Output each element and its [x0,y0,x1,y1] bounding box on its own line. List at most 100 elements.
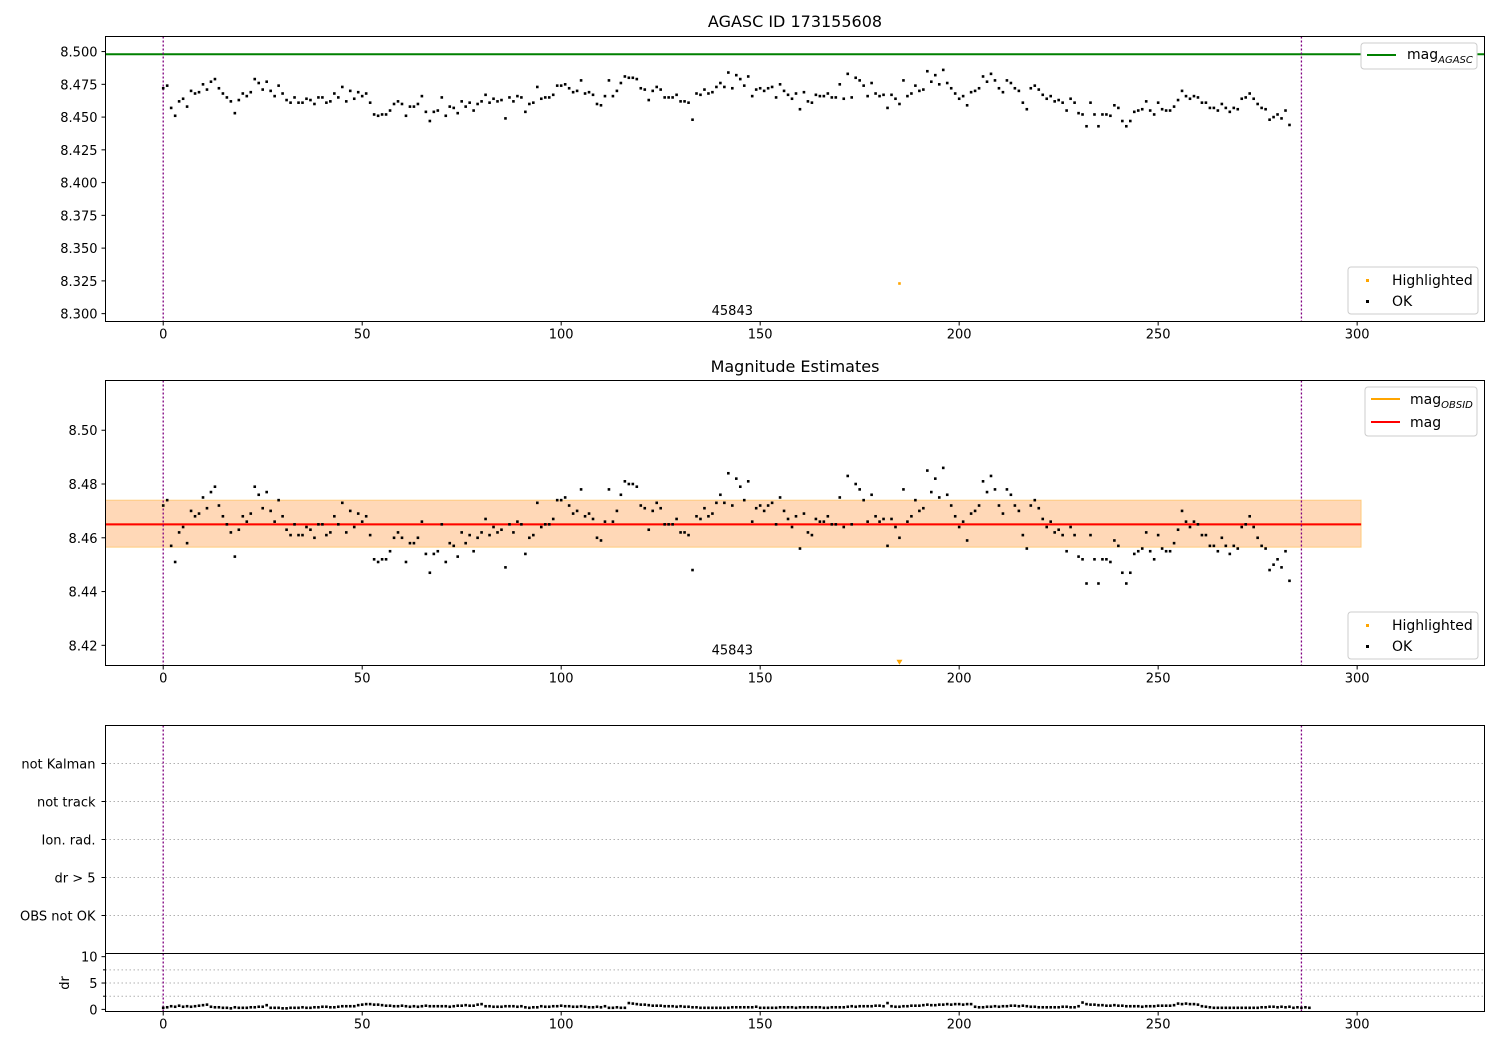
ok-point [826,514,830,518]
dr-point [484,1004,487,1008]
ok-point [337,96,340,99]
ok-point [627,482,631,486]
ok-point [169,544,173,548]
ok-point [639,504,643,507]
ok-point [452,106,456,110]
ok-point [205,506,209,510]
ok-point [683,531,686,534]
ok-point [333,92,336,95]
ok-point [344,100,348,103]
dr-point [818,1005,822,1009]
panel1-point-legend: Highlighted OK [1347,266,1479,315]
ok-point [468,533,471,537]
ok-point [965,103,969,107]
dr-point [1232,1006,1236,1010]
ok-point [1029,504,1033,507]
ok-point [165,84,169,87]
ok-point [340,85,344,89]
ok-point [1077,555,1080,558]
ok-point [1085,582,1088,585]
ok-point [1260,106,1263,110]
ok-point [233,111,237,115]
x-tick-label: 150 [748,672,773,687]
dr-point [858,1004,861,1008]
ok-point [953,514,957,518]
ok-point [715,501,718,505]
dr-point [933,1003,937,1007]
ok-point [878,520,881,523]
legend-mag-obsid-sub: OBSID [1441,400,1473,411]
ok-point [321,523,324,526]
dr-point [842,1005,846,1009]
ok-point [782,509,786,513]
ok-point [774,523,778,526]
dr-point [1248,1006,1251,1010]
ok-point [464,541,467,545]
ok-point [448,105,452,108]
ok-point [547,96,551,99]
ok-point [161,86,165,90]
ok-point [1132,110,1136,114]
dr-point [663,1004,666,1008]
dr-point [691,1005,694,1009]
ok-point [1033,498,1037,502]
ok-point [1057,528,1060,532]
dr-point [615,1005,619,1009]
dr-point [185,1004,189,1008]
ok-point [1164,549,1168,553]
ok-point [1053,100,1056,103]
dr-point [428,1004,432,1008]
dr-point [591,1005,595,1009]
dr-point [1212,1006,1216,1010]
ok-point [273,94,276,98]
ok-point [770,85,774,89]
dr-point [293,1006,296,1010]
dr-point [886,1001,889,1005]
ok-point [1117,106,1120,110]
dr-point [464,1003,467,1007]
dr-point [1097,1003,1100,1007]
ok-point [173,560,177,564]
dr-point [1168,1004,1172,1007]
y-tick-label: 8.375 [60,209,97,224]
dr-point [862,1004,865,1008]
x-tick-label: 200 [947,1018,972,1033]
ok-point [830,96,834,99]
ok-point [440,96,444,99]
ok-point [1240,97,1244,101]
ok-point [886,544,889,548]
ok-point [309,528,312,532]
ok-point [1244,96,1248,99]
ok-point [1125,124,1128,128]
ok-point [834,96,838,99]
ok-point [782,89,786,93]
ok-point [794,514,798,518]
dr-point [567,1004,571,1008]
dr-point [1121,1004,1124,1007]
x-tick-label: 150 [748,1018,773,1033]
ok-point [460,100,463,103]
dr-point [392,1004,396,1008]
ok-point [683,100,686,103]
dr-point [1300,1006,1303,1010]
ok-point [1148,109,1152,112]
ok-point [488,101,491,104]
ok-point [703,506,706,510]
ok-point [563,83,567,86]
dr-point [826,1006,830,1010]
ok-point [543,96,547,99]
dr-point [1136,1004,1140,1008]
dr-point [786,1005,790,1009]
ok-point [675,93,678,97]
ok-point [1144,531,1148,534]
ok-point [492,525,495,529]
ok-point [1192,94,1196,98]
ok-point [492,97,495,101]
ok-point [551,517,555,521]
dr-point [444,1004,448,1008]
ok-point [973,509,977,513]
dr-point [563,1004,567,1008]
ok-point [237,528,241,532]
ok-point [941,68,945,72]
